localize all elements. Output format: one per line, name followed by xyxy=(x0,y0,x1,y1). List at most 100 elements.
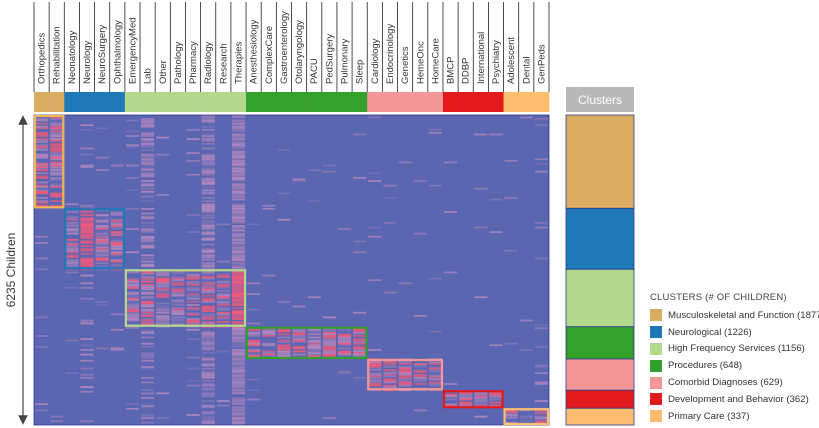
heat-cell xyxy=(231,194,246,196)
heat-cell xyxy=(35,172,49,175)
legend-item: High Frequency Services (1156) xyxy=(650,341,819,358)
heat-cell xyxy=(277,192,291,195)
heat-cell xyxy=(156,322,170,325)
heat-cell xyxy=(65,262,79,264)
heat-cell xyxy=(141,195,155,198)
heat-cell xyxy=(231,304,246,306)
heat-cell xyxy=(186,290,200,292)
column-label-pathology: Pathology xyxy=(173,41,184,84)
heat-cell xyxy=(201,266,215,269)
heat-cell xyxy=(110,313,124,316)
heat-cell xyxy=(95,248,109,251)
heat-cell xyxy=(247,322,261,325)
heat-cell xyxy=(247,332,261,334)
heat-cell xyxy=(201,384,215,387)
heat-cell xyxy=(504,414,518,416)
heat-cell xyxy=(201,161,215,164)
heat-cell xyxy=(474,400,488,402)
heat-cell xyxy=(489,198,503,201)
heat-cell xyxy=(141,356,155,359)
heat-cell xyxy=(428,184,442,187)
heat-cell xyxy=(201,254,215,257)
heat-cell xyxy=(216,404,230,407)
heat-cell xyxy=(277,341,291,344)
heat-cell xyxy=(474,398,488,401)
heat-cell xyxy=(216,296,230,299)
heat-cell xyxy=(231,279,246,282)
heat-cell xyxy=(95,251,109,254)
heat-cell xyxy=(231,124,246,127)
heat-cell xyxy=(201,338,215,340)
heat-cell xyxy=(201,133,215,136)
heat-cell xyxy=(201,211,215,213)
heat-cell xyxy=(186,273,200,275)
heat-cell xyxy=(35,181,49,184)
heat-cell xyxy=(534,124,548,127)
heat-cell xyxy=(231,265,246,268)
heat-cell xyxy=(156,310,170,313)
heat-cell xyxy=(231,159,246,162)
column-label-psychiatry: Psychiatry xyxy=(491,40,502,84)
heat-cell xyxy=(292,180,306,182)
heat-cell xyxy=(201,116,215,119)
heat-cell xyxy=(216,308,230,311)
cluster-block-development-and-behavior xyxy=(565,389,635,409)
heat-cell xyxy=(141,318,155,320)
heat-cell xyxy=(141,367,155,370)
heat-cell xyxy=(50,138,64,140)
heat-cell xyxy=(35,268,49,271)
heat-cell xyxy=(307,350,321,353)
heat-cell xyxy=(35,169,49,171)
heat-cell xyxy=(534,170,548,173)
heat-cell xyxy=(201,370,215,373)
heat-cell xyxy=(80,229,94,232)
heat-cell xyxy=(201,297,215,300)
heat-cell xyxy=(231,271,246,274)
heat-cell xyxy=(231,245,246,247)
heat-cell xyxy=(50,163,64,165)
heat-cell xyxy=(50,149,64,151)
heat-cell xyxy=(231,169,246,171)
heat-cell xyxy=(201,394,215,396)
heat-cell xyxy=(141,287,155,289)
heat-cell xyxy=(353,345,367,348)
group-strip-cell xyxy=(261,92,277,112)
heat-cell xyxy=(171,287,185,289)
heat-cell xyxy=(65,239,79,241)
legend-title: CLUSTERS (# OF CHILDREN) xyxy=(650,292,787,303)
column-label-bmcp: BMCP xyxy=(446,57,457,84)
heat-cell xyxy=(459,403,473,406)
heat-cell xyxy=(35,133,49,136)
heat-cell xyxy=(50,127,64,130)
heat-cell xyxy=(141,417,155,419)
heat-cell xyxy=(383,384,397,387)
heat-cell xyxy=(337,339,352,342)
heat-cell xyxy=(80,373,94,376)
heat-cell xyxy=(141,221,155,224)
heat-cell xyxy=(231,180,246,182)
heat-cell xyxy=(398,376,412,379)
heat-cell xyxy=(141,352,155,354)
heat-cell xyxy=(141,172,155,175)
heat-cell xyxy=(201,237,215,240)
heat-cell xyxy=(201,332,215,334)
heat-cell xyxy=(231,390,246,393)
heat-cell xyxy=(368,378,382,381)
group-strip-cell xyxy=(306,92,323,112)
heat-cell xyxy=(95,228,109,230)
heat-cell xyxy=(231,221,246,224)
heat-cell xyxy=(141,163,155,165)
heat-cell xyxy=(65,271,79,274)
heat-cell xyxy=(171,279,185,282)
heat-cell xyxy=(428,373,442,376)
heat-cell xyxy=(201,164,215,167)
heat-cell xyxy=(322,339,336,342)
heat-cell xyxy=(201,276,215,278)
heat-cell xyxy=(534,163,548,165)
heat-cell xyxy=(413,375,427,378)
heat-cell xyxy=(35,201,49,204)
heat-cell xyxy=(231,352,246,354)
heat-cell xyxy=(383,197,397,199)
heat-cell xyxy=(110,225,124,227)
heat-cell xyxy=(186,231,200,233)
